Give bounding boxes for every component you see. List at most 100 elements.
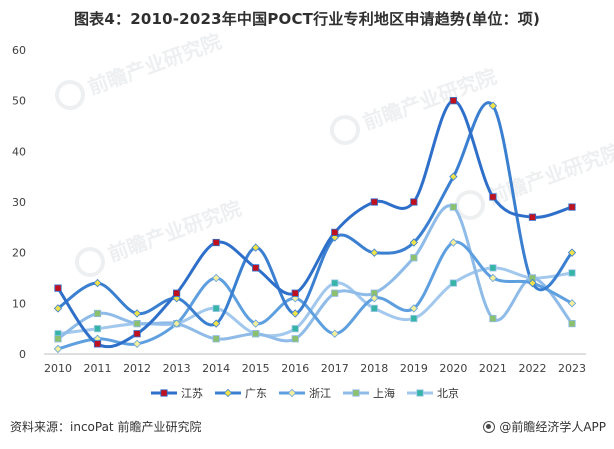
x-tick-label: 2012	[123, 362, 151, 375]
data-point-2-11	[488, 273, 498, 283]
data-point-1-1	[93, 278, 102, 288]
data-point-2-2	[132, 339, 142, 349]
x-tick-label: 2021	[479, 362, 507, 375]
x-tick-label: 2020	[439, 362, 467, 375]
data-point-1-4	[211, 319, 221, 328]
data-point-4-11	[489, 264, 497, 272]
watermark-logo-icon	[330, 115, 360, 145]
data-point-0-12	[528, 213, 537, 221]
brand-logo-icon	[483, 420, 496, 433]
watermark-2: 前瞻产业研究院	[75, 196, 245, 277]
data-point-0-8	[370, 198, 378, 206]
data-point-3-6	[291, 335, 299, 343]
x-tick-label: 2014	[202, 362, 230, 375]
legend-label-0: 江苏	[181, 387, 203, 400]
x-tick-label: 2011	[84, 362, 112, 375]
legend-label-1: 广东	[245, 387, 267, 400]
data-point-3-11	[489, 314, 497, 323]
watermark-text: 前瞻产业研究院	[105, 196, 245, 266]
brand-attribution: @前瞻经济学人APP	[483, 418, 606, 435]
x-tick-label: 2018	[360, 362, 388, 375]
watermark-text: 前瞻产业研究院	[360, 64, 500, 134]
data-point-2-13	[567, 299, 577, 308]
data-point-1-13	[567, 248, 577, 257]
data-point-3-1	[93, 309, 102, 318]
data-point-3-7	[331, 289, 339, 297]
data-point-3-10	[449, 203, 457, 211]
legend-marker-1	[223, 388, 233, 398]
x-tick-label: 2017	[321, 362, 349, 375]
data-point-4-4	[212, 304, 220, 313]
data-point-3-0	[54, 335, 62, 343]
x-tick-label: 2013	[163, 362, 191, 375]
series-line-1	[56, 101, 574, 327]
legend-marker-0	[160, 389, 168, 397]
y-tick-label: 20	[12, 247, 26, 260]
data-point-4-10	[449, 279, 457, 287]
watermark-0: 前瞻产业研究院	[55, 29, 225, 110]
data-point-0-7	[331, 228, 339, 236]
x-tick-label: 2015	[242, 362, 270, 375]
y-tick-label: 10	[12, 297, 26, 310]
brand-text: @前瞻经济学人APP	[499, 420, 606, 434]
data-point-0-10	[449, 97, 457, 105]
legend-label-3: 上海	[373, 386, 395, 400]
watermark-text: 前瞻产业研究院	[85, 29, 225, 99]
legend-marker-3	[352, 389, 360, 397]
y-tick-label: 30	[12, 196, 26, 209]
data-point-0-13	[568, 203, 576, 211]
x-tick-label: 2019	[400, 362, 428, 375]
data-point-4-13	[568, 269, 576, 277]
data-point-3-4	[212, 335, 220, 343]
data-point-4-1	[93, 325, 102, 333]
data-point-1-11	[488, 101, 498, 110]
data-point-1-2	[132, 309, 142, 318]
data-point-2-10	[449, 238, 458, 247]
data-point-0-2	[133, 330, 141, 338]
watermark-logo-icon	[455, 190, 485, 220]
data-point-0-5	[252, 264, 260, 272]
data-point-1-10	[449, 172, 458, 181]
data-point-0-11	[489, 193, 497, 201]
data-point-2-5	[251, 319, 260, 328]
x-tick-label: 2016	[281, 362, 309, 375]
data-point-3-5	[252, 330, 260, 338]
data-point-2-0	[53, 344, 63, 354]
data-point-1-5	[251, 243, 260, 252]
x-tick-label: 2023	[558, 362, 586, 375]
axes: 0 10 20 30 40 50 60 2010 2011 2012 2013 2014 2015 201…	[12, 44, 586, 375]
source-note: 资料来源：incoPat 前瞻产业研究院	[10, 420, 202, 434]
data-point-0-6	[291, 289, 299, 297]
data-point-2-9	[409, 304, 419, 313]
data-point-2-7	[330, 329, 339, 338]
y-tick-label: 60	[12, 44, 26, 57]
data-point-2-4	[211, 273, 221, 283]
legend-label-4: 北京	[437, 386, 459, 400]
data-point-2-8	[370, 294, 379, 303]
series-line-2	[56, 240, 574, 351]
data-point-1-12	[528, 278, 537, 288]
y-tick-label: 0	[19, 348, 26, 361]
data-point-0-1	[93, 340, 102, 348]
data-point-0-9	[410, 198, 418, 206]
data-point-1-6	[291, 309, 300, 318]
series-line-0	[56, 99, 574, 349]
series-markers	[53, 97, 577, 354]
data-point-3-2	[133, 319, 141, 328]
legend: 江苏 广东 浙江 上海 北京	[151, 386, 459, 400]
watermark-1: 前瞻产业研究院	[330, 64, 500, 145]
y-tick-label: 50	[12, 95, 26, 108]
data-point-1-8	[370, 248, 379, 257]
data-point-0-3	[173, 289, 181, 297]
watermark-logo-icon	[55, 80, 85, 110]
watermark-logo-icon	[75, 247, 105, 277]
data-point-1-9	[409, 238, 419, 247]
y-tick-label: 40	[12, 145, 26, 158]
x-tick-label: 2010	[44, 362, 72, 375]
data-point-0-4	[212, 238, 220, 247]
x-tick-label: 2022	[518, 362, 546, 375]
data-point-4-8	[370, 304, 378, 313]
